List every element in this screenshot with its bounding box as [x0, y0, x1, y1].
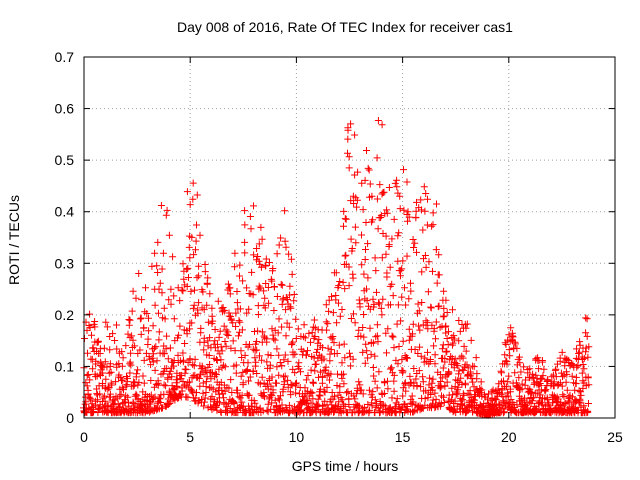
x-tick-label: 10 [289, 429, 305, 445]
y-tick-label: 0.5 [55, 152, 75, 168]
x-axis: 0 5 10 15 20 25 [80, 57, 623, 445]
x-tick-label: 15 [395, 429, 411, 445]
plot-frame [83, 56, 616, 419]
y-axis: 0 0.1 0.2 0.3 0.4 0.5 0.6 0.7 [55, 49, 615, 426]
x-tick-label: 20 [501, 429, 517, 445]
y-tick-label: 0 [66, 410, 74, 426]
y-tick-label: 0.4 [55, 204, 75, 220]
y-tick-label: 0.6 [55, 101, 75, 117]
grid [84, 57, 615, 418]
x-axis-title: GPS time / hours [292, 458, 399, 474]
y-tick-label: 0.3 [55, 255, 75, 271]
data-series [80, 117, 593, 419]
x-tick-label: 5 [186, 429, 194, 445]
y-axis-title: ROTI / TECUs [6, 195, 22, 285]
scatter-plus-markers [80, 117, 593, 419]
x-tick-label: 0 [80, 429, 88, 445]
x-tick-label: 25 [607, 429, 623, 445]
y-tick-label: 0.1 [55, 358, 75, 374]
y-tick-label: 0.7 [55, 49, 75, 65]
y-tick-label: 0.2 [55, 307, 75, 323]
chart-title: Day 008 of 2016, Rate Of TEC Index for r… [177, 19, 513, 35]
